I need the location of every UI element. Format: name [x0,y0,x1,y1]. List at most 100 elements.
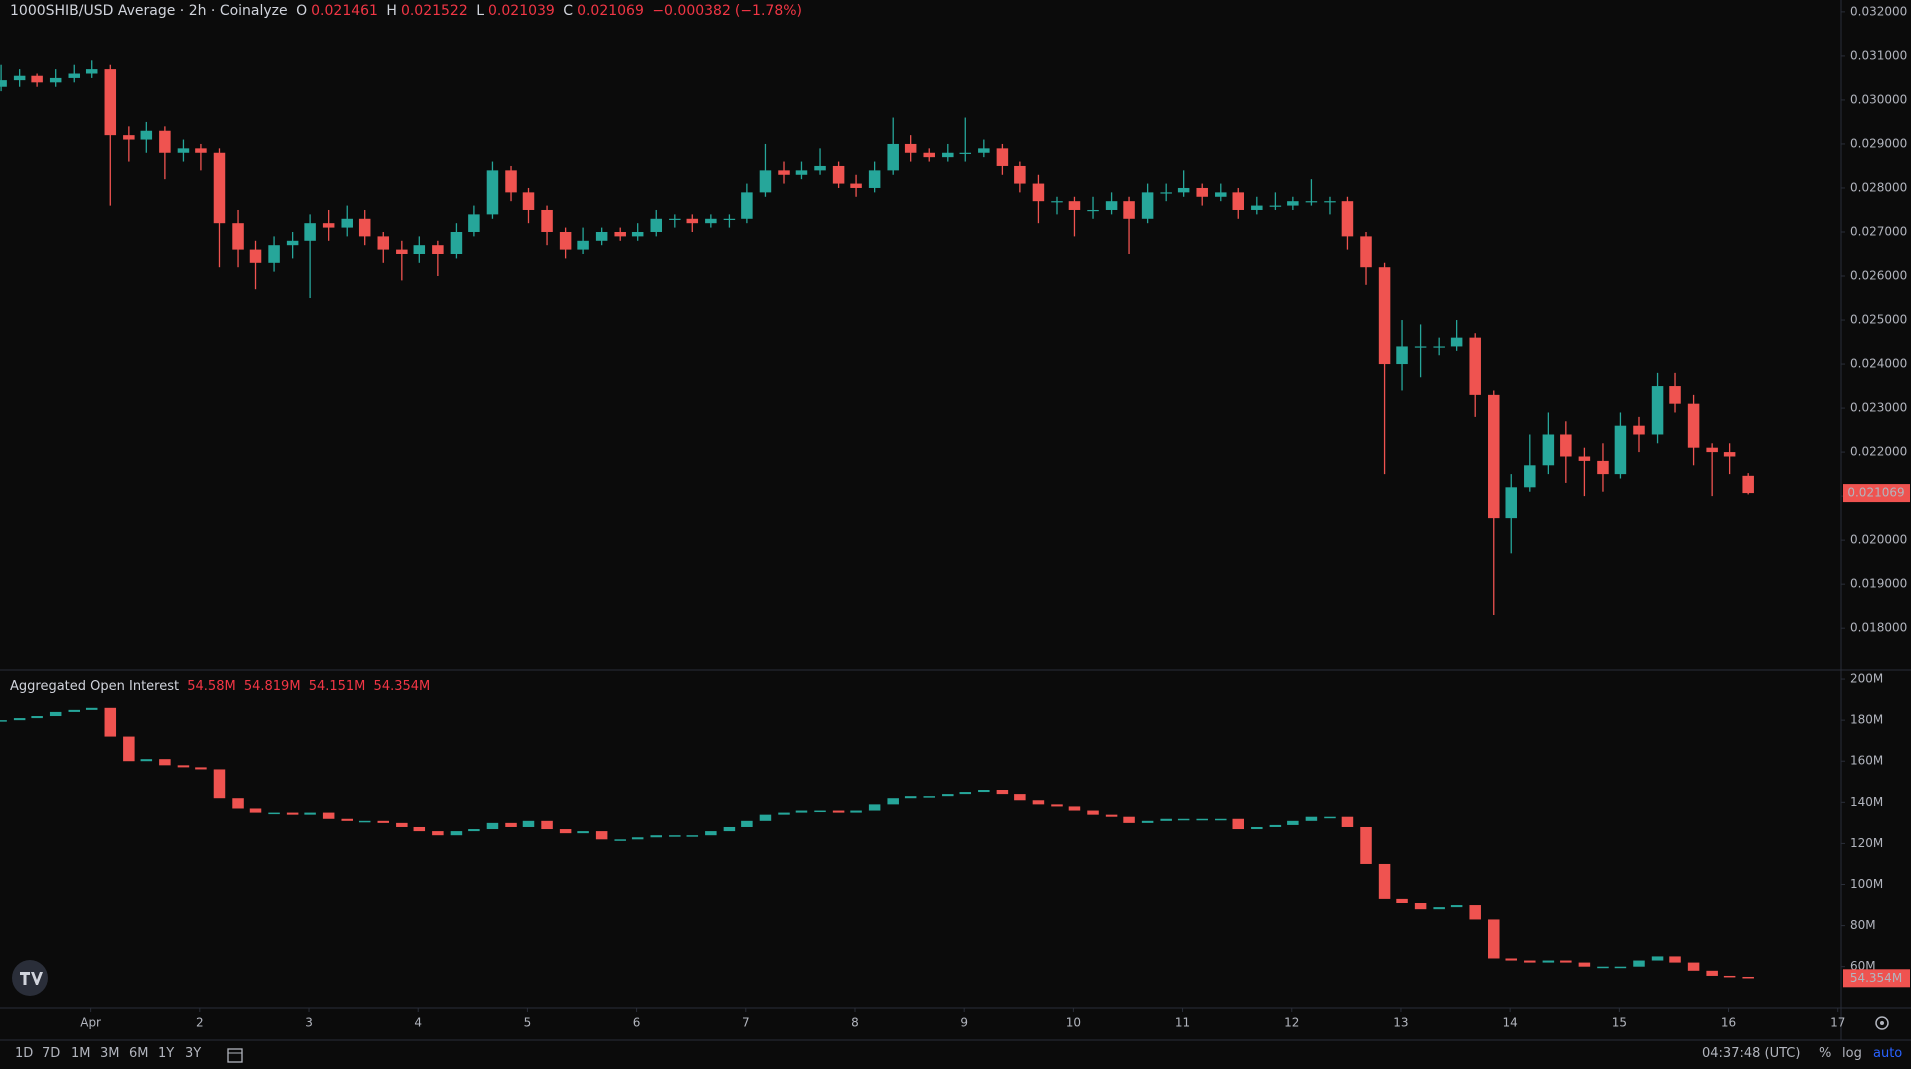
candle-body [377,236,390,250]
candle-body [13,75,26,81]
y-tick-label: 160M [1850,754,1883,768]
change: −0.000382 [652,3,731,19]
oi-candle [904,796,917,799]
candle-body [1560,434,1572,457]
candle-body [631,231,644,237]
candle-body [1051,201,1063,203]
oi-candle [577,831,589,834]
candle-body [1396,346,1408,365]
candle-body [832,165,845,184]
y-tick-label: 0.023000 [1850,401,1907,415]
ohlc-key: C [563,3,574,19]
oi-candle [1560,960,1572,963]
candle-body [1324,201,1336,203]
oi-candle [1742,976,1754,979]
oi-candle [1287,820,1299,825]
oi-candle [1524,960,1536,963]
oi-candle [1669,956,1681,963]
candle-body [1614,425,1627,475]
candle-body [68,73,81,78]
oi-candle [959,792,972,795]
candle-body [650,218,663,232]
candle-body [778,170,790,175]
oi-candle [1251,826,1263,830]
x-tick-label: 6 [633,1016,641,1030]
candle-body [249,249,262,263]
range-button[interactable]: 6M [129,1046,149,1061]
candle-body [1706,447,1718,453]
candle-body [432,245,444,255]
oi-candle [1433,907,1445,910]
candle-body [942,152,954,158]
oi-candle [1324,816,1336,819]
oi-candle [304,812,316,815]
oi-candle [432,831,444,836]
candle-body [1469,337,1481,395]
auto-toggle[interactable]: auto [1873,1046,1903,1061]
candle-body [232,223,244,250]
oi-candle [1177,818,1190,821]
oi-candle [1341,816,1354,827]
oi-candle [268,812,280,815]
oi-candle [450,831,463,836]
oi-candle [195,767,207,770]
candle-body [1341,201,1354,237]
oi-candle [1651,956,1664,961]
x-tick-label: 2 [196,1016,204,1030]
oi-candle [996,789,1009,795]
oi-candle [123,736,135,762]
oi-candle [140,759,153,762]
candle-body [213,152,226,224]
range-button[interactable]: 1D [15,1046,34,1061]
oi-candle [1378,863,1391,899]
candle-body [522,192,535,210]
oi-candle [814,810,826,813]
calendar-icon[interactable] [227,1048,243,1063]
candle-body [1141,192,1154,219]
settings-icon[interactable] [1875,1016,1889,1030]
oi-candle [650,835,663,838]
candle-body [268,245,280,263]
chart-title: 1000SHIB/USD Average · 2h · Coinalyze [10,3,288,19]
candle-body [140,130,153,140]
oi-candle [341,818,353,821]
range-button[interactable]: 3Y [185,1046,202,1061]
y-tick-label: 0.019000 [1850,577,1907,591]
candle-body [1633,425,1645,435]
tv-logo[interactable] [12,960,48,996]
oi-candle [795,810,808,813]
oi-candle [1305,816,1318,821]
oi-candle [559,829,572,834]
range-button[interactable]: 7D [42,1046,61,1061]
oi-candle [1488,919,1500,959]
oi-candle [1269,824,1282,827]
oi-candle [1542,960,1555,963]
oi-candle [595,831,608,840]
y-tick-label: 0.028000 [1850,180,1907,194]
x-tick-label: 17 [1830,1016,1845,1030]
oi-value: 54.151M [308,679,366,694]
candle-body [450,231,463,255]
candle-body [795,170,808,175]
oi-candle [1450,905,1463,908]
oi-candle [1706,970,1718,976]
range-button[interactable]: 1Y [158,1046,175,1061]
log-toggle[interactable]: log [1842,1046,1862,1061]
oi-candle [1051,804,1063,807]
oi-candle [868,804,881,811]
candle-body [923,152,935,158]
percent-toggle[interactable]: % [1819,1046,1832,1061]
candle-body [468,214,480,232]
range-button[interactable]: 1M [71,1046,91,1061]
oi-candle [1160,818,1172,821]
candle-body [1723,452,1736,457]
oi-candle [759,814,772,821]
candle-body [1597,460,1609,475]
oi-candle [669,835,681,837]
y-tick-label: 0.030000 [1850,92,1907,106]
y-tick-label: 0.022000 [1850,445,1907,459]
x-tick-label: 3 [305,1016,313,1030]
range-button[interactable]: 3M [100,1046,120,1061]
candle-body [1360,236,1372,268]
